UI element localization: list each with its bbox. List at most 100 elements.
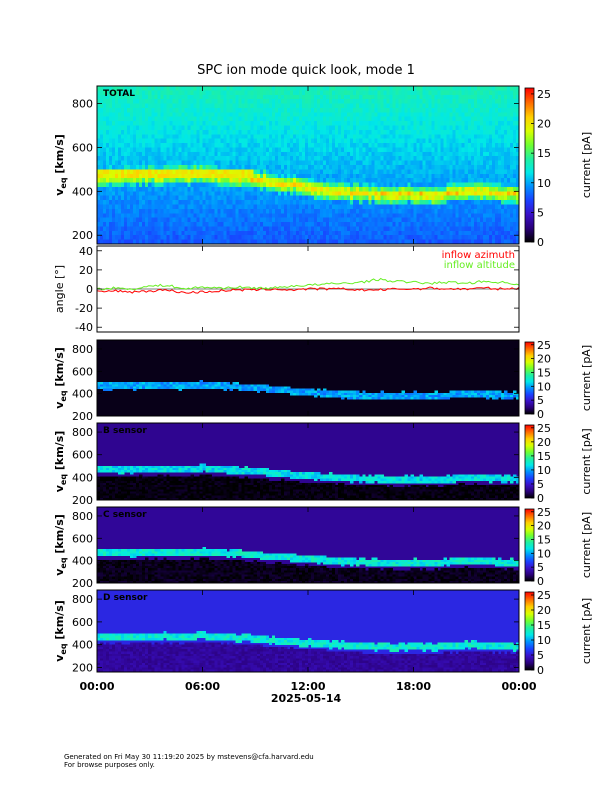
heatmap-cell bbox=[440, 103, 445, 109]
heatmap-cell bbox=[271, 208, 276, 214]
heatmap-cell bbox=[356, 129, 360, 135]
heatmap-cell bbox=[407, 195, 411, 201]
heatmap-cell bbox=[338, 178, 342, 183]
heatmap-cell bbox=[295, 195, 300, 201]
heatmap-cell bbox=[130, 134, 134, 140]
heatmap-cell bbox=[202, 222, 206, 227]
heatmap-cell bbox=[488, 129, 493, 135]
heatmap-cell bbox=[133, 195, 137, 201]
heatmap-cell bbox=[512, 147, 517, 153]
heatmap-cell bbox=[494, 160, 499, 166]
heatmap-cell bbox=[280, 178, 285, 183]
heatmap-cell bbox=[329, 143, 333, 148]
heatmap-cell bbox=[434, 213, 439, 219]
heatmap-cell bbox=[329, 116, 333, 122]
heatmap-cell bbox=[136, 165, 140, 170]
heatmap-cell bbox=[362, 191, 366, 197]
heatmap-cell bbox=[232, 143, 237, 148]
heatmap-cell bbox=[106, 226, 110, 232]
heatmap-cell bbox=[458, 204, 463, 210]
heatmap-cell bbox=[509, 213, 514, 219]
heatmap-cell bbox=[208, 156, 212, 162]
heatmap-cell bbox=[175, 99, 179, 104]
heatmap-cell bbox=[446, 186, 451, 192]
heatmap-cell bbox=[121, 226, 125, 232]
heatmap-cell bbox=[410, 107, 414, 113]
heatmap-cell bbox=[295, 151, 300, 157]
heatmap-cell bbox=[187, 239, 191, 245]
heatmap-cell bbox=[118, 213, 122, 219]
heatmap-cell bbox=[136, 143, 140, 148]
heatmap-cell bbox=[503, 134, 508, 140]
heatmap-cell bbox=[398, 200, 402, 205]
heatmap-cell bbox=[142, 112, 146, 118]
heatmap-cell bbox=[211, 112, 215, 118]
heatmap-cell bbox=[259, 239, 264, 245]
heatmap-cell bbox=[109, 195, 113, 201]
heatmap-cell bbox=[416, 112, 420, 118]
heatmap-cell bbox=[196, 125, 200, 131]
heatmap-cell bbox=[446, 151, 451, 157]
heatmap-cell bbox=[244, 116, 249, 122]
heatmap-cell bbox=[362, 200, 366, 205]
heatmap-cell bbox=[356, 182, 360, 188]
heatmap-cell bbox=[353, 160, 357, 166]
heatmap-cell bbox=[178, 86, 182, 91]
heatmap-cell bbox=[344, 235, 348, 241]
heatmap-cell bbox=[308, 178, 312, 183]
heatmap-cell bbox=[362, 147, 366, 153]
heatmap-cell bbox=[317, 235, 321, 241]
heatmap-cell bbox=[308, 99, 312, 104]
heatmap-cell bbox=[226, 165, 231, 170]
heatmap-cell bbox=[449, 222, 454, 227]
heatmap-cell bbox=[362, 138, 366, 144]
heatmap-cell bbox=[187, 129, 191, 135]
heatmap-cell bbox=[235, 107, 240, 113]
heatmap-cell bbox=[446, 204, 451, 210]
heatmap-cell bbox=[482, 222, 487, 227]
heatmap-cell bbox=[383, 116, 387, 122]
heatmap-cell bbox=[344, 90, 348, 96]
heatmap-cell bbox=[283, 191, 288, 197]
heatmap-cell bbox=[142, 169, 146, 175]
heatmap-cell bbox=[190, 129, 194, 135]
heatmap-cell bbox=[326, 103, 330, 109]
heatmap-cell bbox=[395, 186, 399, 192]
heatmap-cell bbox=[338, 182, 342, 188]
heatmap-cell bbox=[479, 173, 484, 179]
heatmap-cell bbox=[443, 178, 448, 183]
heatmap-cell bbox=[115, 191, 119, 197]
heatmap-cell bbox=[497, 103, 502, 109]
heatmap-cell bbox=[446, 239, 451, 245]
heatmap-cell bbox=[187, 235, 191, 241]
heatmap-cell bbox=[419, 129, 423, 135]
heatmap-cell bbox=[410, 178, 414, 183]
heatmap-cell bbox=[344, 165, 348, 170]
heatmap-cell bbox=[389, 222, 393, 227]
heatmap-cell bbox=[208, 121, 212, 126]
heatmap-cell bbox=[127, 169, 131, 175]
heatmap-cell bbox=[160, 239, 164, 245]
heatmap-cell bbox=[229, 116, 234, 122]
heatmap-cell bbox=[118, 226, 122, 232]
heatmap-cell bbox=[253, 94, 258, 100]
heatmap-cell bbox=[497, 165, 502, 170]
heatmap-cell bbox=[344, 94, 348, 100]
heatmap-cell bbox=[100, 178, 104, 183]
heatmap-cell bbox=[422, 94, 426, 100]
heatmap-cell bbox=[356, 235, 360, 241]
heatmap-cell bbox=[491, 182, 496, 188]
heatmap-cell bbox=[473, 143, 478, 148]
heatmap-cell bbox=[371, 213, 375, 219]
heatmap-cell bbox=[304, 213, 309, 219]
heatmap-cell bbox=[365, 147, 369, 153]
heatmap-cell bbox=[509, 112, 514, 118]
heatmap-cell bbox=[271, 178, 276, 183]
heatmap-cell bbox=[193, 173, 197, 179]
heatmap-cell bbox=[506, 200, 511, 205]
heatmap-cell bbox=[298, 94, 303, 100]
heatmap-cell bbox=[443, 116, 448, 122]
heatmap-cell bbox=[100, 208, 104, 214]
heatmap-cell bbox=[271, 230, 276, 236]
heatmap-cell bbox=[112, 195, 116, 201]
